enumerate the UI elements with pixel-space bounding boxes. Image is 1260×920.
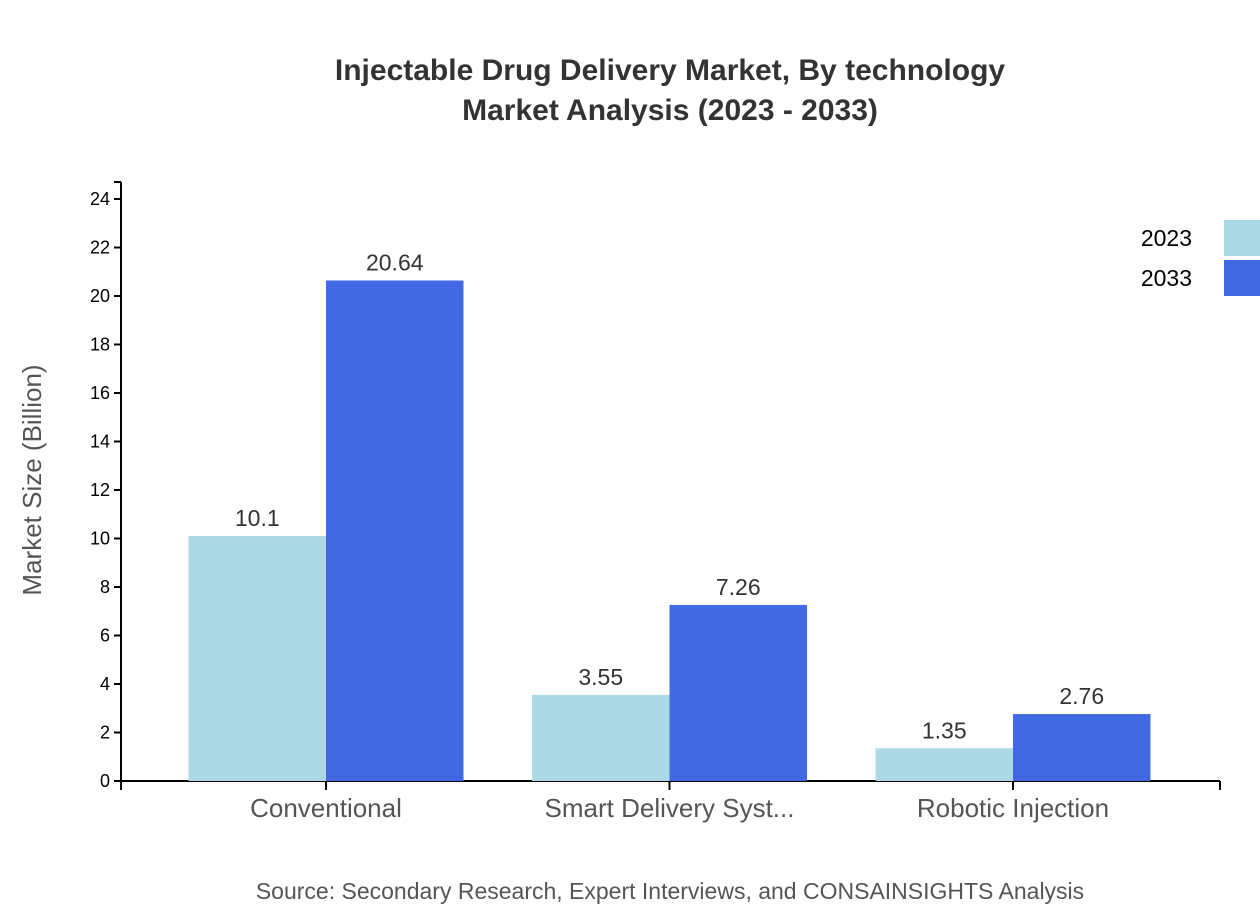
bars: 10.1 20.64 3.55 7.26 1.35 2.76 [188, 249, 1151, 781]
bar-2023 [532, 694, 670, 781]
y-tick-label: 20 [90, 286, 110, 306]
x-tick-label: Smart Delivery Syst... [545, 793, 795, 823]
bar-2033 [669, 604, 807, 781]
y-tick-label: 24 [90, 189, 110, 209]
y-tick-label: 16 [90, 383, 110, 403]
x-tick-label: Robotic Injection [917, 793, 1109, 823]
data-label: 3.55 [578, 664, 623, 690]
legend-swatch [1224, 260, 1260, 296]
y-tick-label: 6 [100, 626, 110, 646]
bar-2033 [1013, 714, 1151, 781]
y-tick-label: 22 [90, 238, 110, 258]
legend-label: 2033 [1141, 265, 1192, 291]
y-tick-label: 12 [90, 480, 110, 500]
y-tick-label: 8 [100, 577, 110, 597]
y-tick-label: 4 [100, 674, 110, 694]
bar-2023 [875, 748, 1013, 781]
x-axis: Conventional Smart Delivery Syst... Roboti… [120, 780, 1221, 823]
bar-2033 [326, 280, 464, 781]
legend-label: 2023 [1141, 225, 1192, 251]
data-label: 7.26 [716, 574, 761, 600]
data-label: 1.35 [922, 717, 967, 743]
y-tick-label: 18 [90, 335, 110, 355]
bar-2023 [188, 536, 326, 781]
data-label: 10.1 [235, 505, 280, 531]
y-tick-label: 10 [90, 529, 110, 549]
x-tick-label: Conventional [250, 793, 402, 823]
chart-title-line-1: Injectable Drug Delivery Market, By tech… [335, 54, 1006, 87]
data-label: 2.76 [1059, 683, 1104, 709]
legend: 2023 2033 [1141, 220, 1260, 296]
legend-swatch [1224, 220, 1260, 256]
y-axis-label: Market Size (Billion) [17, 364, 47, 595]
y-tick-label: 14 [90, 432, 110, 452]
y-tick-label: 0 [100, 771, 110, 791]
data-label: 20.64 [366, 249, 424, 275]
y-tick-label: 2 [100, 723, 110, 743]
source-note: Source: Secondary Research, Expert Inter… [256, 878, 1084, 904]
chart-title-line-2: Market Analysis (2023 - 2033) [462, 94, 878, 127]
